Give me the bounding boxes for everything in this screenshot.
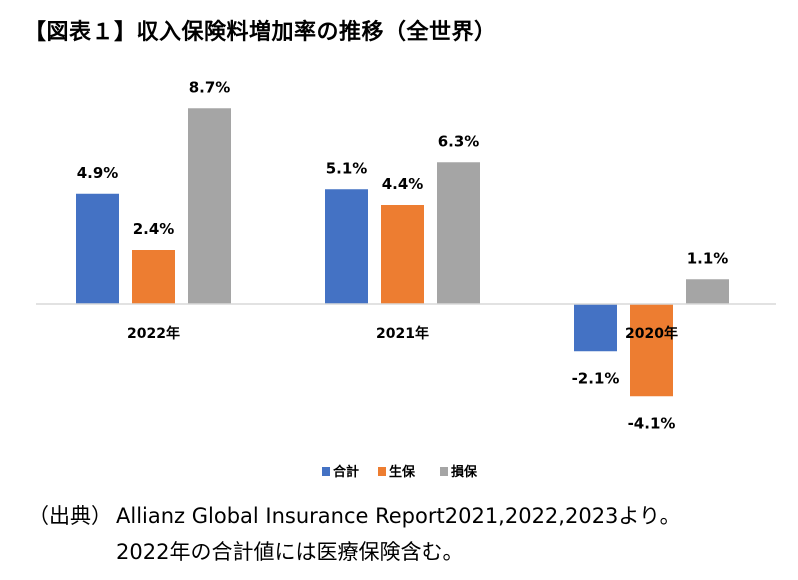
data-label: 4.9% <box>77 164 119 182</box>
data-label: 5.1% <box>326 159 368 177</box>
legend-swatch-損保 <box>440 467 448 476</box>
bars-group <box>76 108 729 397</box>
bar-損保-2020年 <box>686 279 729 304</box>
bar-chart: 4.9% 5.1% -2.1% 2.4% 4.4% -4.1% 8.7% 6.3% 1.1% 2… <box>36 78 776 480</box>
legend-swatch-合計 <box>322 467 330 476</box>
category-label: 2022年 <box>127 325 180 342</box>
legend-label-損保: 損保 <box>451 464 478 480</box>
bar-生保-2021年 <box>381 205 424 304</box>
value-labels-group: 4.9% 5.1% -2.1% 2.4% 4.4% -4.1% 8.7% 6.3% 1.1% <box>77 78 729 432</box>
legend: 合計 生保 損保 <box>322 464 478 480</box>
bar-損保-2022年 <box>188 108 231 304</box>
data-label: -2.1% <box>572 369 620 387</box>
source-label: （出典） <box>28 504 112 528</box>
data-label: 2.4% <box>133 220 175 238</box>
bar-合計-2020年 <box>574 304 617 352</box>
chart-title: 【図表１】収入保険料増加率の推移（全世界） <box>24 20 497 45</box>
data-label: 8.7% <box>189 78 231 96</box>
data-label: 1.1% <box>687 249 729 267</box>
data-label: 4.4% <box>382 175 424 193</box>
category-label: 2020年 <box>625 325 678 342</box>
legend-swatch-生保 <box>378 467 386 476</box>
bar-生保-2020年 <box>630 304 673 397</box>
source-note: （出典） Allianz Global Insurance Report2021,… <box>28 498 681 570</box>
bar-生保-2022年 <box>132 250 175 304</box>
data-label: 6.3% <box>438 132 480 150</box>
bar-損保-2021年 <box>437 162 480 304</box>
data-label: -4.1% <box>628 414 676 432</box>
category-labels-group: 2022年 2021年 2020年 <box>127 325 678 342</box>
legend-label-合計: 合計 <box>333 464 359 480</box>
legend-label-生保: 生保 <box>389 464 416 480</box>
bar-合計-2022年 <box>76 193 119 304</box>
category-label: 2021年 <box>376 325 429 342</box>
source-line-2: 2022年の合計値には医療保険含む。 <box>116 540 464 564</box>
bar-合計-2021年 <box>325 189 368 304</box>
source-line-1: Allianz Global Insurance Report2021,2022… <box>116 504 681 528</box>
